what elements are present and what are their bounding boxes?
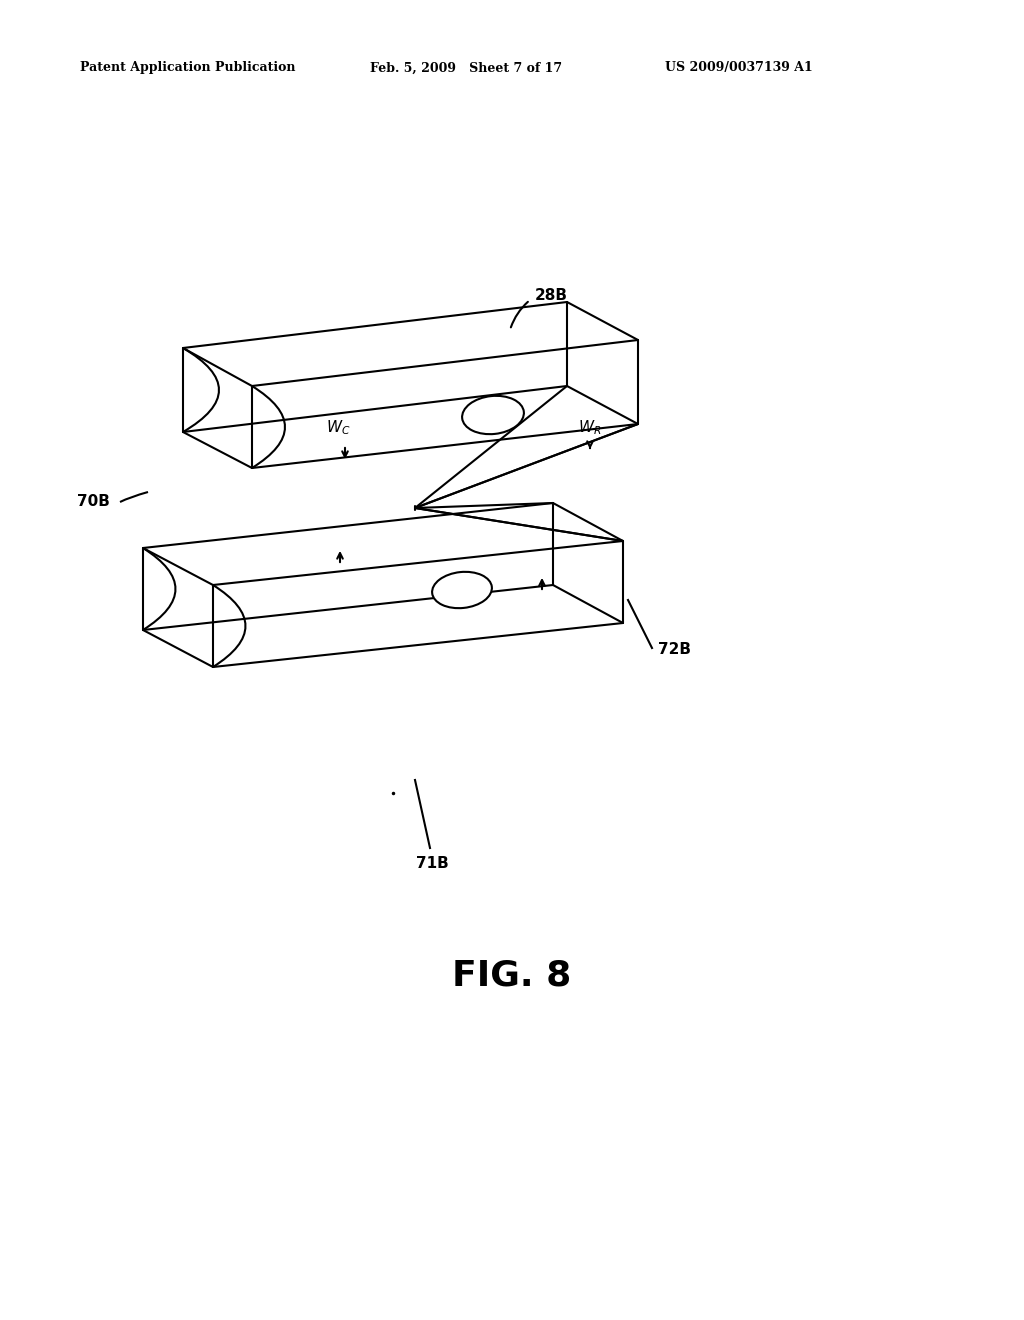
Text: Feb. 5, 2009   Sheet 7 of 17: Feb. 5, 2009 Sheet 7 of 17 bbox=[370, 62, 562, 74]
Text: 70B: 70B bbox=[77, 495, 110, 510]
Text: Patent Application Publication: Patent Application Publication bbox=[80, 62, 296, 74]
Text: $W_C$: $W_C$ bbox=[326, 418, 350, 437]
Text: 71B: 71B bbox=[416, 855, 449, 871]
Text: 28B: 28B bbox=[535, 288, 568, 302]
Ellipse shape bbox=[432, 572, 492, 609]
Text: US 2009/0037139 A1: US 2009/0037139 A1 bbox=[665, 62, 813, 74]
Text: FIG. 8: FIG. 8 bbox=[453, 958, 571, 993]
Text: 72B: 72B bbox=[658, 643, 691, 657]
Ellipse shape bbox=[462, 396, 524, 434]
Text: $W_R$: $W_R$ bbox=[579, 418, 602, 437]
